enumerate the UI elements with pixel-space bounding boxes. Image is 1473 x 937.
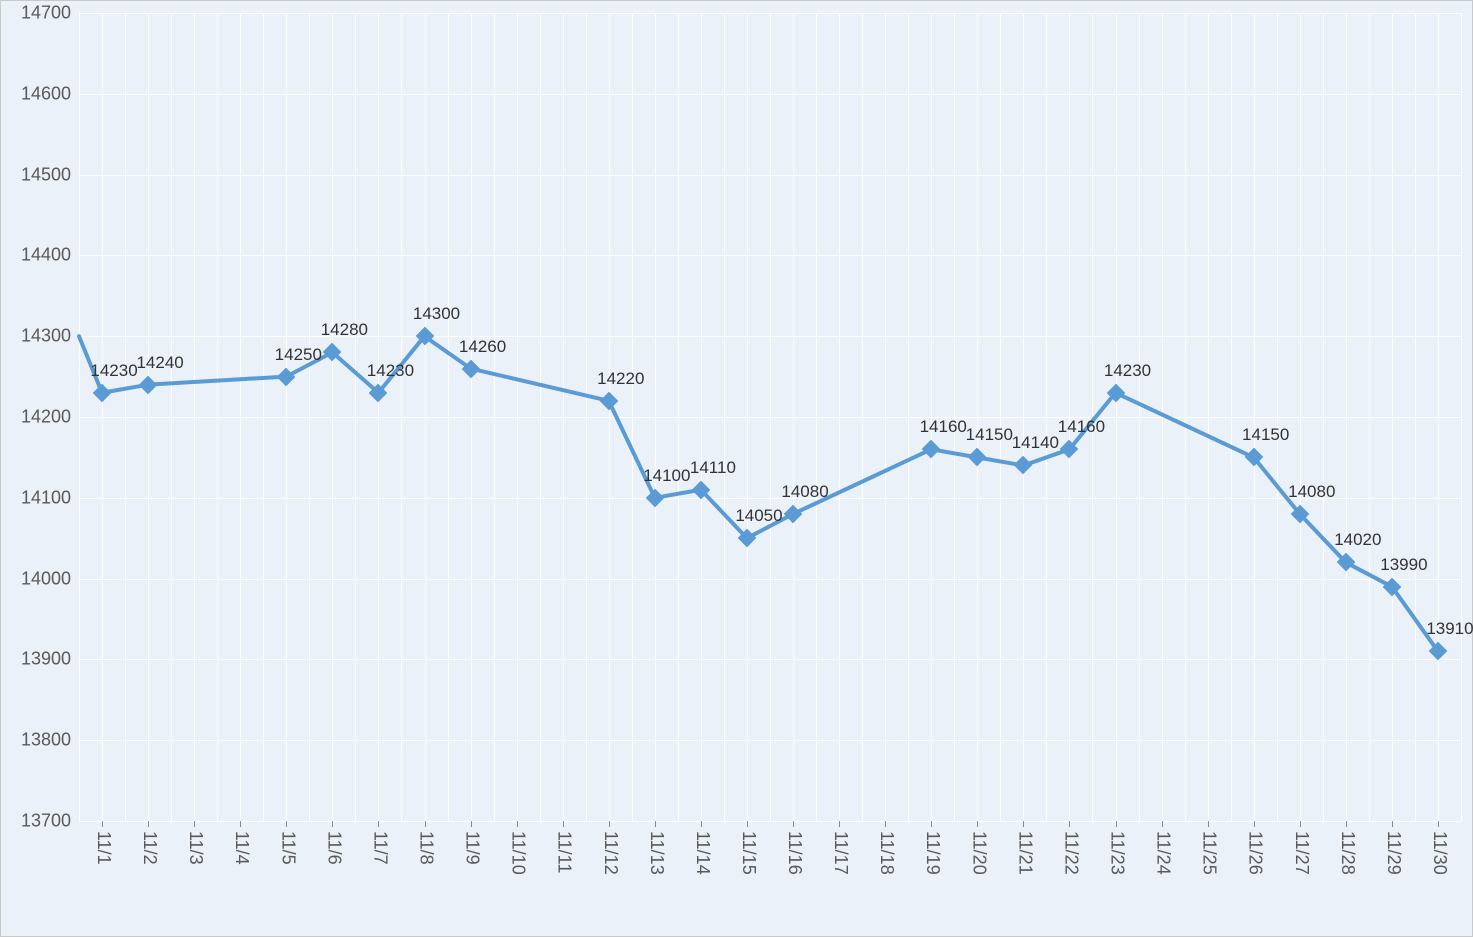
x-axis-tick-label: 11/27 <box>1291 821 1312 875</box>
data-point-label: 14110 <box>690 458 736 478</box>
x-axis-tick-label: 11/5 <box>277 821 298 865</box>
data-point-label: 14080 <box>781 482 828 502</box>
data-point-label: 14020 <box>1334 530 1381 550</box>
x-axis-tick-label: 11/26 <box>1245 821 1266 875</box>
data-point-label: 13910 <box>1426 619 1473 639</box>
y-axis-tick-label: 13900 <box>21 649 79 670</box>
y-axis-tick-label: 14300 <box>21 326 79 347</box>
data-point-label: 14100 <box>643 466 690 486</box>
gridline-vertical <box>1461 13 1462 821</box>
y-axis-tick-label: 14000 <box>21 568 79 589</box>
x-axis-tick-label: 11/4 <box>231 821 252 865</box>
x-axis-tick-label: 11/10 <box>508 821 529 875</box>
data-point-label: 14220 <box>597 369 644 389</box>
data-point-label: 14230 <box>1104 361 1151 381</box>
x-axis-tick-label: 11/18 <box>876 821 897 875</box>
data-point-label: 14150 <box>966 425 1013 445</box>
data-point-label: 14300 <box>413 304 460 324</box>
x-axis-tick-label: 11/16 <box>784 821 805 875</box>
x-axis-tick-label: 11/1 <box>93 821 114 865</box>
x-axis-tick-label: 11/15 <box>738 821 759 875</box>
x-axis-tick-label: 11/7 <box>369 821 390 865</box>
line-chart: 13700 13800 13900 14000 14100 14200 14300 14400… <box>0 0 1473 937</box>
series-line <box>79 13 1461 821</box>
x-axis-tick-label: 11/19 <box>922 821 943 875</box>
plot-area: 1370013800139001400014100142001430014400… <box>79 13 1461 821</box>
x-axis-tick-label: 11/3 <box>185 821 206 865</box>
y-axis-tick-label: 13700 <box>21 811 79 832</box>
data-point-label: 14160 <box>1058 417 1105 437</box>
y-axis-tick-label: 14100 <box>21 487 79 508</box>
x-axis-tick-label: 11/2 <box>139 821 160 865</box>
data-point-label: 14240 <box>136 353 183 373</box>
data-point-label: 14260 <box>459 337 506 357</box>
data-point-label: 14080 <box>1288 482 1335 502</box>
x-axis-tick-label: 11/28 <box>1337 821 1358 875</box>
y-axis-tick-label: 14600 <box>21 83 79 104</box>
x-axis-tick-label: 11/29 <box>1383 821 1404 875</box>
x-axis-tick-label: 11/14 <box>692 821 713 875</box>
y-axis-tick-label: 14200 <box>21 407 79 428</box>
data-point-label: 14280 <box>321 320 368 340</box>
x-axis-tick-label: 11/6 <box>323 821 344 865</box>
y-axis-tick-label: 14500 <box>21 164 79 185</box>
data-point-label: 14230 <box>90 361 137 381</box>
x-axis-tick-label: 11/25 <box>1199 821 1220 875</box>
data-point-label: 14250 <box>275 345 322 365</box>
y-axis-tick-label: 14400 <box>21 245 79 266</box>
data-point-label: 14230 <box>367 361 414 381</box>
data-point-label: 14050 <box>735 506 782 526</box>
y-axis-tick-label: 13800 <box>21 730 79 751</box>
x-axis-tick-label: 11/8 <box>416 821 437 865</box>
data-point-label: 14140 <box>1012 433 1059 453</box>
x-axis-tick-label: 11/30 <box>1429 821 1450 875</box>
data-point-label: 14160 <box>920 417 967 437</box>
x-axis-tick-label: 11/22 <box>1060 821 1081 875</box>
x-axis-tick-label: 11/21 <box>1014 821 1035 875</box>
data-point-label: 14150 <box>1242 425 1289 445</box>
x-axis-tick-label: 11/17 <box>830 821 851 875</box>
x-axis-tick-label: 11/20 <box>968 821 989 875</box>
x-axis-tick-label: 11/12 <box>600 821 621 875</box>
x-axis-tick-label: 11/13 <box>646 821 667 875</box>
x-axis-tick-label: 11/23 <box>1107 821 1128 875</box>
x-axis-tick-label: 11/11 <box>554 821 575 873</box>
x-axis-tick-label: 11/24 <box>1153 821 1174 875</box>
y-axis-tick-label: 14700 <box>21 3 79 24</box>
x-axis-tick-label: 11/9 <box>462 821 483 865</box>
data-point-label: 13990 <box>1380 555 1427 575</box>
